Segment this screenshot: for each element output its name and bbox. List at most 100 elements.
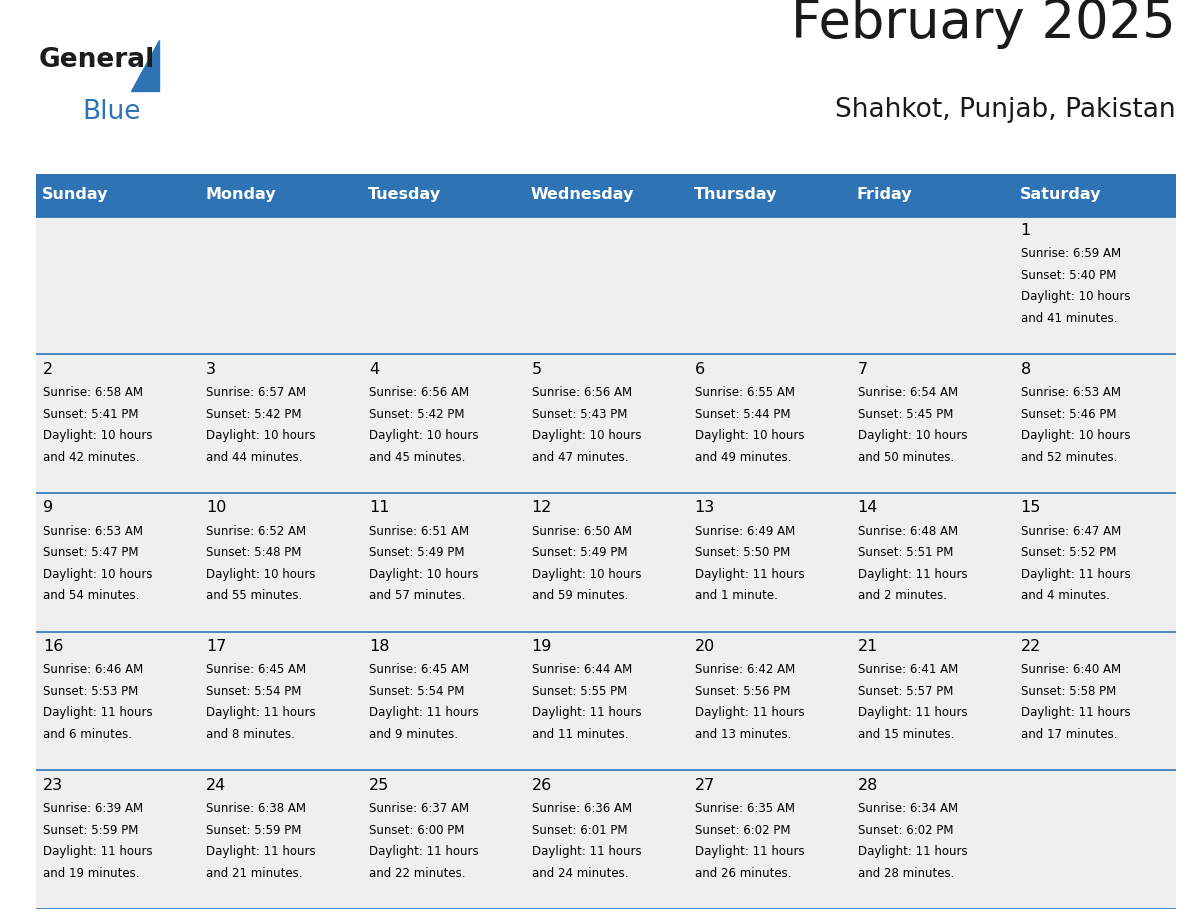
Bar: [361, 493, 524, 632]
Text: and 13 minutes.: and 13 minutes.: [695, 728, 791, 741]
Text: Daylight: 11 hours: Daylight: 11 hours: [206, 845, 316, 858]
Bar: [36, 770, 198, 909]
Text: Sunrise: 6:54 AM: Sunrise: 6:54 AM: [858, 386, 958, 399]
Text: Sunset: 6:02 PM: Sunset: 6:02 PM: [695, 823, 790, 836]
Bar: [524, 493, 688, 632]
Text: Daylight: 10 hours: Daylight: 10 hours: [368, 429, 479, 442]
Text: Sunrise: 6:45 AM: Sunrise: 6:45 AM: [368, 664, 469, 677]
Text: and 17 minutes.: and 17 minutes.: [1020, 728, 1117, 741]
Text: 7: 7: [858, 362, 867, 376]
Text: Sunset: 5:47 PM: Sunset: 5:47 PM: [43, 546, 139, 559]
Text: 3: 3: [206, 362, 216, 376]
Text: Sunset: 5:58 PM: Sunset: 5:58 PM: [1020, 685, 1116, 698]
Text: Daylight: 11 hours: Daylight: 11 hours: [858, 845, 967, 858]
Text: and 6 minutes.: and 6 minutes.: [43, 728, 132, 741]
Text: Sunset: 5:57 PM: Sunset: 5:57 PM: [858, 685, 953, 698]
Text: and 24 minutes.: and 24 minutes.: [532, 867, 628, 879]
Text: Wednesday: Wednesday: [531, 187, 634, 203]
Text: Sunrise: 6:46 AM: Sunrise: 6:46 AM: [43, 664, 144, 677]
Text: Sunset: 5:44 PM: Sunset: 5:44 PM: [695, 408, 790, 420]
Bar: [1013, 632, 1176, 770]
Text: Sunset: 5:53 PM: Sunset: 5:53 PM: [43, 685, 138, 698]
Bar: [688, 174, 851, 216]
Text: Sunset: 5:49 PM: Sunset: 5:49 PM: [368, 546, 465, 559]
Text: 17: 17: [206, 639, 226, 655]
Bar: [36, 632, 198, 770]
Text: Sunset: 5:40 PM: Sunset: 5:40 PM: [1020, 269, 1116, 282]
Text: 22: 22: [1020, 639, 1041, 655]
Bar: [1013, 493, 1176, 632]
Text: and 8 minutes.: and 8 minutes.: [206, 728, 295, 741]
Polygon shape: [132, 40, 159, 91]
Text: Sunrise: 6:52 AM: Sunrise: 6:52 AM: [206, 525, 307, 538]
Text: and 45 minutes.: and 45 minutes.: [368, 451, 466, 464]
Text: Sunrise: 6:36 AM: Sunrise: 6:36 AM: [532, 802, 632, 815]
Text: Sunset: 5:55 PM: Sunset: 5:55 PM: [532, 685, 627, 698]
Text: Sunrise: 6:55 AM: Sunrise: 6:55 AM: [695, 386, 795, 399]
Text: Sunset: 5:54 PM: Sunset: 5:54 PM: [206, 685, 302, 698]
Text: 15: 15: [1020, 500, 1041, 516]
Text: Sunrise: 6:58 AM: Sunrise: 6:58 AM: [43, 386, 143, 399]
Bar: [688, 770, 851, 909]
Bar: [361, 770, 524, 909]
Text: Daylight: 11 hours: Daylight: 11 hours: [532, 845, 642, 858]
Text: Daylight: 10 hours: Daylight: 10 hours: [695, 429, 804, 442]
Text: Saturday: Saturday: [1019, 187, 1101, 203]
Bar: [524, 632, 688, 770]
Text: 16: 16: [43, 639, 63, 655]
Text: Daylight: 11 hours: Daylight: 11 hours: [532, 706, 642, 720]
Text: Daylight: 11 hours: Daylight: 11 hours: [695, 706, 804, 720]
Text: and 21 minutes.: and 21 minutes.: [206, 867, 303, 879]
Text: 13: 13: [695, 500, 715, 516]
Bar: [198, 632, 361, 770]
Text: Daylight: 10 hours: Daylight: 10 hours: [206, 567, 315, 581]
Text: Sunset: 5:48 PM: Sunset: 5:48 PM: [206, 546, 302, 559]
Text: Daylight: 10 hours: Daylight: 10 hours: [43, 567, 152, 581]
Text: 26: 26: [532, 778, 552, 793]
Bar: [851, 174, 1013, 216]
Text: and 57 minutes.: and 57 minutes.: [368, 589, 466, 602]
Text: and 15 minutes.: and 15 minutes.: [858, 728, 954, 741]
Text: and 4 minutes.: and 4 minutes.: [1020, 589, 1110, 602]
Bar: [198, 174, 361, 216]
Text: and 50 minutes.: and 50 minutes.: [858, 451, 954, 464]
Text: and 55 minutes.: and 55 minutes.: [206, 589, 302, 602]
Text: 23: 23: [43, 778, 63, 793]
Bar: [524, 216, 688, 354]
Text: Sunset: 5:46 PM: Sunset: 5:46 PM: [1020, 408, 1116, 420]
Text: Daylight: 10 hours: Daylight: 10 hours: [206, 429, 315, 442]
Text: Sunset: 6:02 PM: Sunset: 6:02 PM: [858, 823, 953, 836]
Text: and 44 minutes.: and 44 minutes.: [206, 451, 303, 464]
Text: Daylight: 10 hours: Daylight: 10 hours: [1020, 290, 1130, 304]
Text: 12: 12: [532, 500, 552, 516]
Text: 5: 5: [532, 362, 542, 376]
Text: Sunrise: 6:39 AM: Sunrise: 6:39 AM: [43, 802, 143, 815]
Text: 25: 25: [368, 778, 390, 793]
Text: 21: 21: [858, 639, 878, 655]
Bar: [198, 354, 361, 493]
Text: 6: 6: [695, 362, 704, 376]
Text: Sunset: 5:59 PM: Sunset: 5:59 PM: [206, 823, 302, 836]
Text: and 42 minutes.: and 42 minutes.: [43, 451, 139, 464]
Text: 14: 14: [858, 500, 878, 516]
Text: Daylight: 10 hours: Daylight: 10 hours: [532, 567, 642, 581]
Text: Monday: Monday: [206, 187, 276, 203]
Bar: [361, 632, 524, 770]
Bar: [1013, 770, 1176, 909]
Bar: [524, 770, 688, 909]
Bar: [36, 216, 198, 354]
Text: and 11 minutes.: and 11 minutes.: [532, 728, 628, 741]
Text: Sunrise: 6:49 AM: Sunrise: 6:49 AM: [695, 525, 795, 538]
Bar: [1013, 354, 1176, 493]
Text: Daylight: 11 hours: Daylight: 11 hours: [1020, 706, 1130, 720]
Text: Daylight: 10 hours: Daylight: 10 hours: [1020, 429, 1130, 442]
Bar: [851, 632, 1013, 770]
Text: Sunrise: 6:44 AM: Sunrise: 6:44 AM: [532, 664, 632, 677]
Text: and 26 minutes.: and 26 minutes.: [695, 867, 791, 879]
Text: Sunrise: 6:38 AM: Sunrise: 6:38 AM: [206, 802, 305, 815]
Bar: [688, 632, 851, 770]
Text: Daylight: 10 hours: Daylight: 10 hours: [858, 429, 967, 442]
Text: Daylight: 10 hours: Daylight: 10 hours: [532, 429, 642, 442]
Text: 24: 24: [206, 778, 226, 793]
Text: Sunrise: 6:51 AM: Sunrise: 6:51 AM: [368, 525, 469, 538]
